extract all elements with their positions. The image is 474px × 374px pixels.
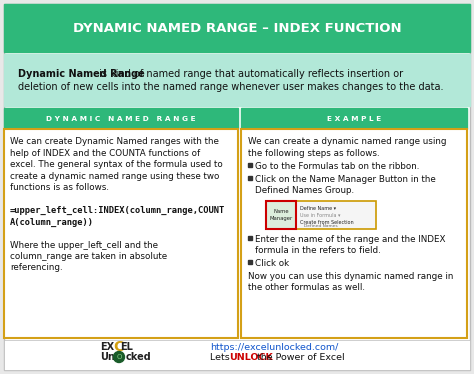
Text: Dynamic Named Range: Dynamic Named Range xyxy=(18,69,145,79)
Text: UNLOCK: UNLOCK xyxy=(229,353,273,362)
Text: Manager: Manager xyxy=(269,216,292,221)
Text: Defined Names Group.: Defined Names Group. xyxy=(255,186,354,195)
FancyBboxPatch shape xyxy=(241,129,467,338)
Text: Name: Name xyxy=(273,209,289,214)
Text: Unl: Unl xyxy=(100,352,118,362)
Text: A(column_range)): A(column_range)) xyxy=(10,218,94,227)
Text: Now you can use this dynamic named range in: Now you can use this dynamic named range… xyxy=(248,272,453,281)
Text: cked: cked xyxy=(126,352,152,362)
Text: Click ok: Click ok xyxy=(255,258,289,267)
Text: D Y N A M I C   N A M E D   R A N G E: D Y N A M I C N A M E D R A N G E xyxy=(46,116,196,122)
Text: We can create Dynamic Named ranges with the: We can create Dynamic Named ranges with … xyxy=(10,137,219,146)
Text: functions is as follows.: functions is as follows. xyxy=(10,183,109,192)
Text: https://excelunlocked.com/: https://excelunlocked.com/ xyxy=(210,343,338,352)
FancyBboxPatch shape xyxy=(241,108,467,129)
Text: create a dynamic named range using these two: create a dynamic named range using these… xyxy=(10,172,219,181)
Text: O: O xyxy=(116,354,122,360)
FancyBboxPatch shape xyxy=(4,108,238,129)
Text: the Power of Excel: the Power of Excel xyxy=(254,353,344,362)
FancyBboxPatch shape xyxy=(266,200,376,229)
Text: deletion of new cells into the named range whenever user makes changes to the da: deletion of new cells into the named ran… xyxy=(18,82,444,92)
FancyBboxPatch shape xyxy=(4,129,238,338)
FancyBboxPatch shape xyxy=(4,4,470,370)
Text: Use in Formula ▾: Use in Formula ▾ xyxy=(300,212,340,218)
Text: C: C xyxy=(113,340,123,354)
Text: Go to the Formulas tab on the ribbon.: Go to the Formulas tab on the ribbon. xyxy=(255,162,419,171)
Text: excel. The general syntax of the formula used to: excel. The general syntax of the formula… xyxy=(10,160,223,169)
Text: column_range are taken in absolute: column_range are taken in absolute xyxy=(10,252,167,261)
FancyBboxPatch shape xyxy=(4,340,470,370)
Text: DYNAMIC NAMED RANGE – INDEX FUNCTION: DYNAMIC NAMED RANGE – INDEX FUNCTION xyxy=(73,21,401,34)
Text: We can create a dynamic named range using: We can create a dynamic named range usin… xyxy=(248,137,447,146)
Text: is kind of named range that automatically reflects insertion or: is kind of named range that automaticall… xyxy=(96,69,402,79)
Text: Defined Names: Defined Names xyxy=(304,224,338,227)
Text: Create from Selection: Create from Selection xyxy=(300,220,354,224)
Circle shape xyxy=(113,352,125,362)
Text: the other formulas as well.: the other formulas as well. xyxy=(248,283,365,292)
Text: Click on the Name Manager Button in the: Click on the Name Manager Button in the xyxy=(255,175,436,184)
Text: EX: EX xyxy=(100,342,114,352)
Text: =upper_left_cell:INDEX(column_range,COUNT: =upper_left_cell:INDEX(column_range,COUN… xyxy=(10,206,225,215)
Text: the following steps as follows.: the following steps as follows. xyxy=(248,148,380,157)
Text: help of INDEX and the COUNTA functions of: help of INDEX and the COUNTA functions o… xyxy=(10,148,200,157)
Text: E X A M P L E: E X A M P L E xyxy=(327,116,381,122)
FancyBboxPatch shape xyxy=(4,4,470,52)
Text: Lets: Lets xyxy=(210,353,233,362)
FancyBboxPatch shape xyxy=(266,200,296,229)
FancyBboxPatch shape xyxy=(4,54,470,106)
Text: Enter the name of the range and the INDEX: Enter the name of the range and the INDE… xyxy=(255,234,446,243)
Text: EL: EL xyxy=(120,342,133,352)
Text: formula in the refers to field.: formula in the refers to field. xyxy=(255,246,381,255)
Text: referencing.: referencing. xyxy=(10,264,63,273)
Text: Define Name ▾: Define Name ▾ xyxy=(300,205,336,211)
Text: Where the upper_left_cell and the: Where the upper_left_cell and the xyxy=(10,240,158,249)
